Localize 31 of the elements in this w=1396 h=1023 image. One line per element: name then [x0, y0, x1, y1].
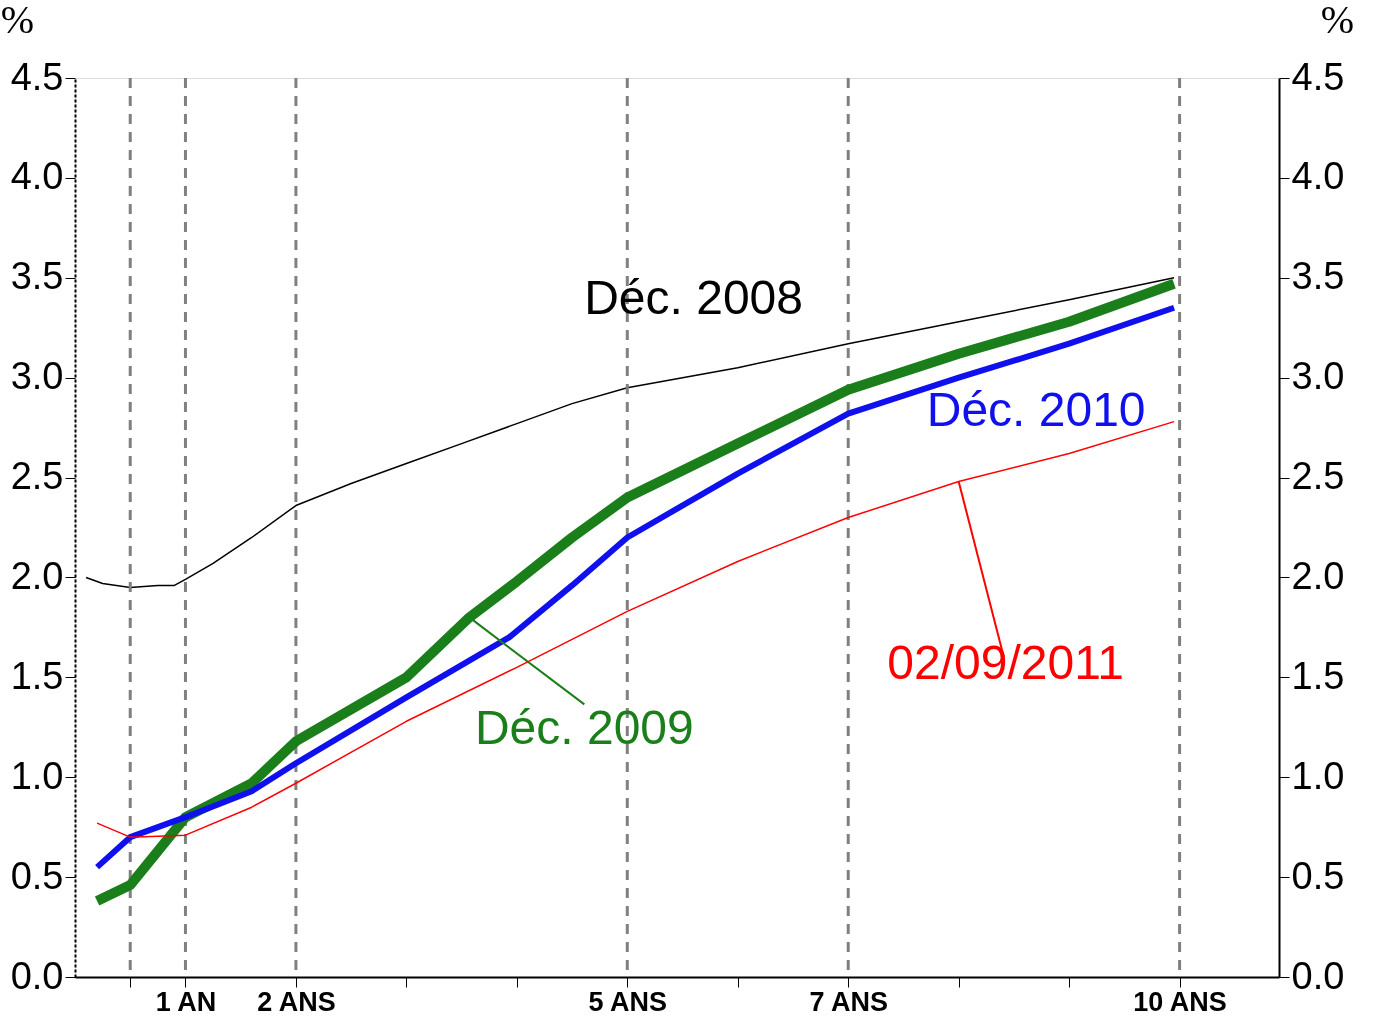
y-tick-label: 1.5 [10, 654, 64, 697]
x-tick-label: 7 ANS [809, 986, 888, 1017]
y2-tick-label: 2.0 [1291, 554, 1345, 597]
y-tick-label: 3.5 [10, 255, 64, 298]
y-tick-label: 0.0 [10, 954, 64, 997]
y-tick-label: 2.5 [10, 455, 64, 498]
annotation: Déc. 2009 [474, 701, 694, 755]
annotation: 02/09/2011 [887, 635, 1125, 689]
y2-tick-label: 3.5 [1291, 255, 1345, 298]
y2-tick-label: 4.5 [1291, 55, 1345, 98]
y-axis-title: % [0, 0, 35, 42]
y2-tick-label: 4.0 [1291, 155, 1345, 198]
y2-tick-label: 1.5 [1291, 654, 1345, 697]
x-tick-label: 5 ANS [588, 986, 668, 1017]
y-tick-label: 4.5 [10, 55, 64, 98]
x-tick-label: 10 ANS [1133, 986, 1227, 1017]
y2-tick-label: 1.0 [1291, 754, 1345, 797]
y2-tick-label: 0.5 [1291, 854, 1345, 897]
y-tick-label: 0.5 [10, 854, 64, 897]
annotation: Déc. 2010 [926, 382, 1146, 436]
y-tick-label: 2.0 [10, 554, 64, 597]
y2-tick-label: 2.5 [1291, 455, 1345, 498]
annotation: Déc. 2008 [584, 270, 803, 324]
y2-tick-label: 3.0 [1291, 355, 1345, 398]
y-tick-label: 4.0 [10, 155, 64, 198]
y-tick-label: 3.0 [10, 355, 64, 398]
x-tick-label: 2 ANS [257, 986, 336, 1017]
y2-axis-title: % [1320, 0, 1355, 42]
x-tick-label: 1 AN [155, 986, 217, 1017]
y-tick-label: 1.0 [10, 754, 64, 797]
y2-tick-label: 0.0 [1291, 954, 1345, 997]
